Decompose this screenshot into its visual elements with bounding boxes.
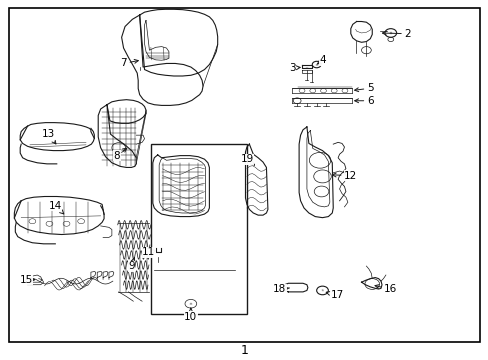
Text: 3: 3: [288, 63, 300, 73]
Text: 15: 15: [20, 275, 35, 285]
Text: 7: 7: [120, 58, 138, 68]
Bar: [151, 144, 247, 315]
Text: 1: 1: [240, 344, 248, 357]
Text: 10: 10: [184, 308, 197, 322]
Text: 6: 6: [354, 96, 373, 106]
Text: 9: 9: [128, 258, 135, 271]
Text: 14: 14: [49, 201, 63, 214]
Text: 18: 18: [272, 284, 289, 294]
Text: 4: 4: [317, 55, 325, 65]
Text: 8: 8: [113, 148, 126, 161]
Text: 5: 5: [354, 83, 373, 93]
Text: 2: 2: [382, 29, 410, 39]
Text: 13: 13: [42, 129, 56, 144]
Text: 12: 12: [331, 171, 357, 181]
Text: 16: 16: [374, 284, 397, 294]
Text: 11: 11: [142, 247, 156, 257]
Text: 19: 19: [240, 154, 254, 165]
Text: 17: 17: [325, 291, 343, 301]
